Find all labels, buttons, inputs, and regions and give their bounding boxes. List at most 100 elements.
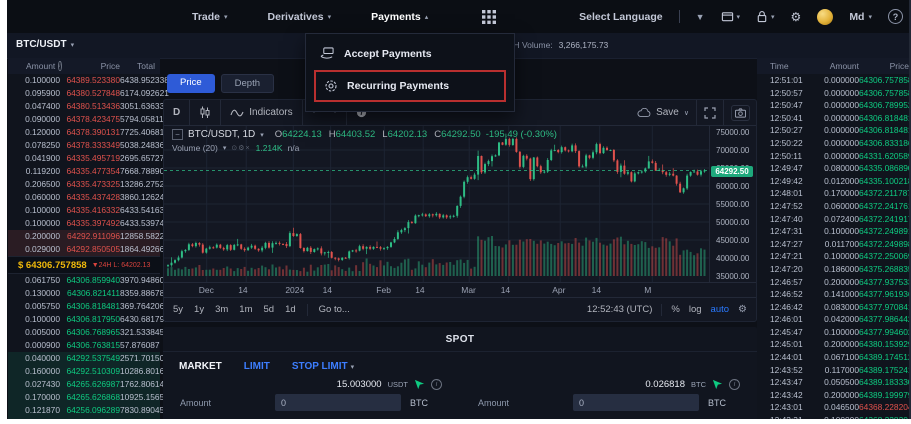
price-axis[interactable]: 75000.0070000.0065000.0060000.0055000.00… — [709, 126, 756, 282]
menu-item-accept-payments[interactable]: Accept Payments — [306, 39, 514, 68]
wallet-icon — [721, 12, 733, 22]
collapse-icon[interactable]: − — [172, 129, 183, 140]
tab-limit[interactable]: LIMIT — [243, 361, 270, 372]
range-1m[interactable]: 1m — [239, 304, 253, 315]
orderbook-bid-row[interactable]: 0.061750 64306.859940 3970.948601 — [25, 275, 169, 285]
orderbook-bid-row[interactable]: 0.000900 64306.763815 57.876087 — [25, 340, 160, 350]
range-1d[interactable]: 1d — [285, 304, 296, 315]
clock[interactable]: 12:52:43 (UTC) — [586, 304, 653, 315]
orderbook-ask-row[interactable]: 0.120000 64378.390131 7725.406816 — [25, 127, 169, 137]
tab-depth[interactable]: Depth — [220, 74, 275, 93]
orderbook-ask-row[interactable]: 0.029000 64292.850505 1864.492665 — [8, 243, 169, 256]
volume-study-label[interactable]: Volume (20) — [172, 143, 218, 153]
orderbook-bid-row[interactable]: 0.170000 64265.626868 10925.156568 — [8, 391, 174, 404]
chevron-down-icon: ▾ — [70, 41, 75, 49]
chart-widget: D — [163, 99, 757, 322]
orderbook-ask-row[interactable]: 0.047400 64380.513436 3051.636337 — [25, 101, 169, 111]
range-5d[interactable]: 5d — [263, 304, 275, 315]
sell-amount-input[interactable] — [573, 394, 699, 411]
chart-view-tabs: Price Depth — [167, 74, 757, 93]
user-menu[interactable]: Md ▾ — [849, 11, 872, 23]
candle-style-button[interactable] — [190, 100, 220, 125]
cursor-icon[interactable] — [712, 379, 723, 390]
fullscreen-icon[interactable] — [704, 106, 716, 119]
nav-payments[interactable]: Payments ▴ — [371, 11, 428, 23]
price-tick: 75000.00 — [716, 127, 750, 137]
chart-plot[interactable]: − BTC/USDT, 1D ▾ O64224.13 H64403.52 L6420… — [164, 126, 756, 282]
security-menu[interactable]: ▾ — [756, 10, 775, 23]
goto-button[interactable]: Go to... — [318, 304, 350, 315]
orderbook-ask-row[interactable]: 0.100000 64389.523380 6438.952338 — [25, 75, 169, 85]
amount-field-row: Amount BTC — [478, 394, 740, 411]
interval-button[interactable]: D — [173, 107, 181, 118]
amount-label: Amount — [478, 397, 510, 408]
orderbook-ask-row[interactable]: 0.095900 64380.527848 6174.092621 — [25, 88, 169, 98]
save-layout-button[interactable]: Save ∨ — [637, 107, 689, 118]
cursor-icon[interactable] — [414, 379, 425, 390]
orderbook-ask-row[interactable]: 0.060000 64335.437428 3860.126246 — [25, 192, 169, 202]
orderbook-ask-row[interactable]: 0.119200 64335.477354 7668.788901 — [25, 166, 169, 176]
orderbook-ask-row[interactable]: 0.041900 64335.495719 2695.657271 — [25, 153, 169, 163]
orderbook-bid-row[interactable]: 0.040000 64292.537549 2571.701502 — [8, 352, 169, 365]
price-tick: 35000.00 — [716, 271, 750, 281]
symbol-label[interactable]: BTC/USDT, 1D — [188, 129, 256, 140]
pair-selector[interactable]: BTC/USDT ▾ — [16, 39, 74, 50]
orderbook-bid-row[interactable]: 0.100000 64306.817950 6430.681795 — [25, 314, 169, 324]
orderbook-bid-row[interactable]: 0.027430 64265.626987 1762.806148 — [8, 378, 169, 391]
orderbook-ask-row[interactable]: 0.206500 64335.473325 13286.275242 — [25, 179, 174, 189]
orderbook-ask-row[interactable]: 0.078250 64378.333349 5038.248368 — [25, 140, 169, 150]
time-tick: 14 — [415, 285, 425, 295]
help-icon[interactable]: ? — [888, 9, 903, 24]
price-header: Price — [889, 61, 909, 71]
undo-icon[interactable]: ↶ — [311, 107, 320, 118]
price-header: Price — [100, 61, 120, 71]
chart-bottom-bar: 5y 1y 3m 1m 5d 1d Go to... 12:52:43 (UTC) % l… — [164, 297, 756, 321]
nav-derivatives[interactable]: Derivatives ▾ — [268, 11, 332, 23]
orderbook-bid-row[interactable]: 0.10000064256.0957066425.609571 — [8, 417, 169, 419]
orderbook-bid-row[interactable]: 0.121870 64256.096289 7830.890455 — [8, 404, 169, 417]
percent-scale-button[interactable]: % — [671, 304, 680, 315]
trade-row: 12:49:42 0.012000 64335.100218 — [770, 175, 909, 186]
menu-item-recurring-payments[interactable]: Recurring Payments — [316, 72, 504, 100]
orderbook-bid-row[interactable]: 0.005750 64306.818481 369.764206 — [25, 301, 165, 311]
apps-grid-icon[interactable] — [482, 9, 497, 24]
price-tick: 45000.00 — [716, 235, 750, 245]
orderbook-bid-row[interactable]: 0.005000 64306.768965 321.533845 — [25, 327, 165, 337]
redo-icon[interactable]: ↷ — [328, 107, 338, 118]
language-caret-icon[interactable]: ▼ — [695, 11, 705, 22]
tab-price[interactable]: Price — [167, 74, 215, 93]
range-1y[interactable]: 1y — [194, 304, 205, 315]
orderbook-bid-row[interactable]: 0.160000 64292.510309 10286.801649 — [8, 365, 174, 378]
range-5y[interactable]: 5y — [173, 304, 184, 315]
annotation-highlight-box: Recurring Payments — [314, 70, 506, 102]
axis-settings-gear-icon[interactable]: ⚙ — [738, 304, 747, 315]
settings-gear-icon[interactable]: ⚙ — [790, 9, 802, 24]
orderbook-ask-row[interactable]: 0.200000 64292.911096 12858.582219 — [8, 230, 174, 243]
language-selector[interactable]: Select Language — [579, 11, 662, 23]
wallet-menu[interactable]: ▾ — [721, 10, 740, 23]
nav-trade[interactable]: Trade ▾ — [192, 11, 228, 23]
time-tick: 2024 — [285, 285, 305, 295]
price-tick: 40000.00 — [716, 253, 750, 263]
top-nav: Trade ▾ Derivatives ▾ Payments ▴ Se — [7, 0, 911, 33]
time-header: Time — [770, 61, 789, 71]
buy-amount-input[interactable] — [275, 394, 401, 411]
chevron-down-icon: ▾ — [260, 131, 264, 139]
orderbook-ask-row[interactable]: 0.100000 64335.416332 6433.541633 — [25, 205, 169, 215]
log-scale-button[interactable]: log — [688, 304, 702, 315]
range-3m[interactable]: 3m — [215, 304, 229, 315]
last-price-row[interactable]: $ 64306.757858 ▼24H L: 64202.13 — [8, 256, 160, 274]
orderbook-ask-row[interactable]: 0.090000 64378.423475 5794.058113 — [25, 114, 169, 124]
orderbook-ask-row[interactable]: 0.100000 64335.397492 6433.539749 — [25, 218, 169, 228]
orderbook-bid-row[interactable]: 0.130000 64306.821411 8359.886783 — [25, 288, 169, 298]
tab-stop-limit[interactable]: STOP LIMIT ▾ — [291, 361, 355, 372]
chevron-down-icon: ▾ — [868, 13, 872, 21]
time-axis[interactable]: Dec 14 2024 14 Feb 14 Mar 14 Apr 14 M — [164, 282, 756, 297]
auto-scale-button[interactable]: auto — [710, 304, 730, 315]
total-header: Total — [137, 61, 155, 71]
tab-market[interactable]: MARKET — [179, 361, 222, 372]
price-tick: 60000.00 — [716, 181, 750, 191]
screenshot-camera-icon[interactable] — [731, 104, 750, 121]
indicators-button[interactable]: Indicators — [221, 100, 301, 125]
avatar[interactable] — [817, 8, 834, 25]
